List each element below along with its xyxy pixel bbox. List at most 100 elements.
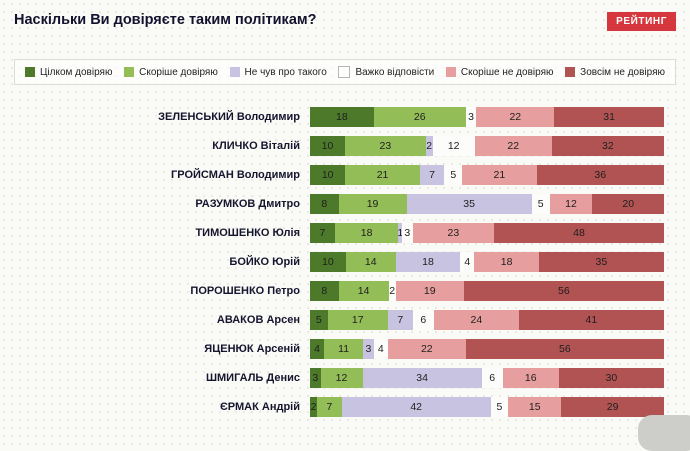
- bar-segment: 4: [460, 252, 475, 272]
- legend-item-4: Важко відповісти: [338, 66, 434, 78]
- chart-row: ТИМОШЕНКО Юлія 7 18 1 3 23 48: [14, 223, 664, 243]
- bar-segment: 23: [412, 223, 495, 243]
- politician-name: ЄРМАК Андрій: [219, 401, 300, 413]
- legend-item-3: Не чув про такого: [229, 66, 327, 78]
- legend-item-2: Скоріше довіряю: [124, 67, 218, 78]
- legend-swatch: [124, 67, 135, 77]
- bar-segment: 5: [531, 194, 550, 214]
- bar-segment: 6: [481, 368, 503, 388]
- chart-legend: Цілком довіряю Скоріше довіряю Не чув про …: [14, 59, 676, 85]
- legend-label: Зовсім не довіряю: [580, 66, 665, 78]
- bar-segment: 12: [320, 368, 363, 388]
- rating-logo: РЕЙТИНГ: [607, 12, 676, 31]
- stacked-bar: 10 21 7 5 21 36: [310, 165, 664, 185]
- chart-row: ЗЕЛЕНСЬКИЙ Володимир 18 26 3 22 31: [14, 107, 664, 127]
- bar-segment: 12: [549, 194, 593, 214]
- politician-name: АВАКОВ Арсен: [216, 314, 300, 326]
- legend-swatch: [445, 67, 456, 77]
- chart-row: АВАКОВ Арсен 5 17 7 6 24 41: [14, 310, 664, 330]
- bar-segment: 6: [412, 310, 434, 330]
- bar-segment: 56: [465, 339, 664, 359]
- chart-row: БОЙКО Юрій 10 14 18 4 18 35: [14, 252, 664, 272]
- stacked-bar: 3 12 34 6 16 30: [310, 368, 664, 388]
- bar-segment: 31: [554, 107, 664, 127]
- bar-segment: 34: [362, 368, 482, 388]
- stacked-bar: 10 14 18 4 18 35: [310, 252, 664, 272]
- bar-segment: 29: [561, 397, 664, 417]
- legend-label: Скоріше довіряю: [139, 66, 218, 78]
- bar-segment: 3: [465, 107, 477, 127]
- bar-segment: 35: [406, 194, 532, 214]
- chart-row: ШМИГАЛЬ Денис 3 12 34 6 16 30: [14, 368, 664, 388]
- legend-item-1: Цілком довіряю: [25, 67, 112, 78]
- bar-segment: 56: [463, 281, 664, 301]
- bar-segment: 7: [310, 223, 335, 243]
- bar-segment: 18: [310, 107, 374, 127]
- bar-segment: 19: [395, 281, 464, 301]
- header: Наскільки Ви довіряєте таким політикам? …: [0, 0, 690, 31]
- bar-segment: 22: [387, 339, 466, 359]
- bar-segment: 23: [345, 136, 426, 156]
- politician-name: РАЗУМКОВ Дмитро: [195, 198, 300, 210]
- bar-segment: 26: [373, 107, 466, 127]
- bar-segment: 2: [425, 136, 433, 156]
- bar-segment: 4: [373, 339, 388, 359]
- bar-segment: 21: [345, 165, 420, 185]
- bar-segment: 18: [334, 223, 399, 243]
- bar-segment: 3: [402, 223, 413, 243]
- stacked-bar: 8 19 35 5 12 20: [310, 194, 664, 214]
- politician-name: ПОРОШЕНКО Петро: [190, 285, 300, 297]
- bar-segment: 14: [345, 252, 396, 272]
- bar-segment: 17: [327, 310, 388, 330]
- politician-name: ГРОЙСМАН Володимир: [171, 169, 300, 181]
- legend-swatch: [565, 67, 576, 77]
- stacked-bar: 4 11 3 4 22 56: [310, 339, 664, 359]
- politician-name: ЗЕЛЕНСЬКИЙ Володимир: [158, 111, 300, 123]
- bar-segment: 1: [397, 223, 403, 243]
- bar-segment: 36: [536, 165, 664, 185]
- legend-label: Скоріше не довіряю: [460, 66, 554, 78]
- politician-name: БОЙКО Юрій: [229, 256, 300, 268]
- bar-segment: 10: [310, 136, 346, 156]
- bar-segment: 48: [494, 223, 664, 243]
- bar-segment: 41: [518, 310, 664, 330]
- bar-segment: 15: [508, 397, 562, 417]
- bar-segment: 5: [444, 165, 463, 185]
- bar-segment: 10: [310, 165, 346, 185]
- legend-item-6: Зовсім не довіряю: [565, 67, 665, 78]
- chart-row: КЛИЧКО Віталій 10 23 2 12 22 32: [14, 136, 664, 156]
- stacked-bar: 2 7 42 5 15 29: [310, 397, 664, 417]
- bar-segment: 7: [387, 310, 413, 330]
- stacked-bar: 18 26 3 22 31: [310, 107, 664, 127]
- bar-segment: 5: [310, 310, 328, 330]
- bar-segment: 7: [419, 165, 445, 185]
- bar-segment: 10: [310, 252, 346, 272]
- bar-segment: 3: [310, 368, 321, 388]
- bar-segment: 22: [476, 107, 555, 127]
- corner-decoration: [638, 415, 690, 451]
- bar-segment: 8: [310, 281, 339, 301]
- legend-swatch: [229, 67, 240, 77]
- chart-row: ГРОЙСМАН Володимир 10 21 7 5 21 36: [14, 165, 664, 185]
- bar-segment: 18: [395, 252, 461, 272]
- legend-label: Важко відповісти: [355, 66, 435, 78]
- bar-segment: 30: [558, 368, 664, 388]
- legend-swatch: [338, 66, 351, 78]
- bar-segment: 11: [324, 339, 364, 359]
- bar-segment: 8: [310, 194, 339, 214]
- stacked-bar: 8 14 2 19 56: [310, 281, 664, 301]
- bar-segment: 3: [363, 339, 374, 359]
- bar-segment: 19: [338, 194, 407, 214]
- bar-segment: 16: [502, 368, 559, 388]
- bar-segment: 20: [592, 194, 664, 214]
- bar-segment: 42: [341, 397, 491, 417]
- bar-segment: 35: [538, 252, 664, 272]
- politician-name: ЯЦЕНЮК Арсеній: [204, 343, 300, 355]
- legend-label: Не чув про такого: [244, 66, 327, 78]
- politician-name: ШМИГАЛЬ Денис: [205, 372, 300, 384]
- stacked-bar: 5 17 7 6 24 41: [310, 310, 664, 330]
- legend-swatch: [25, 67, 35, 77]
- bar-segment: 12: [432, 136, 475, 156]
- legend-item-5: Скоріше не довіряю: [445, 66, 554, 78]
- chart-row: ЯЦЕНЮК Арсеній 4 11 3 4 22 56: [14, 339, 664, 359]
